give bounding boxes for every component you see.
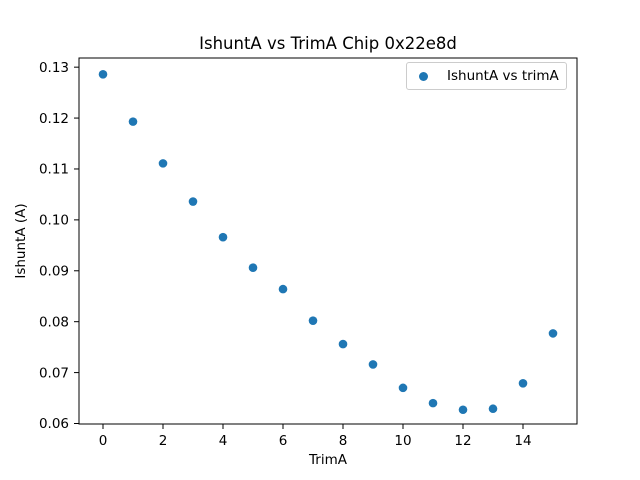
y-tick-label: 0.13	[39, 60, 69, 76]
y-axis-label: IshuntA (A)	[13, 203, 29, 279]
data-point	[158, 159, 168, 168]
x-tick-label: 14	[514, 433, 531, 449]
chart-title: IshuntA vs TrimA Chip 0x22e8d	[199, 34, 457, 53]
data-point	[278, 284, 288, 294]
scatter-marker-icon	[419, 71, 428, 81]
data-point	[338, 339, 348, 349]
y-tick-label: 0.07	[39, 365, 69, 381]
x-tick-label: 12	[454, 433, 471, 449]
data-point	[548, 329, 558, 338]
data-point	[458, 405, 468, 415]
x-tick-label: 6	[279, 433, 288, 449]
legend-label: IshuntA vs trimA	[447, 68, 559, 84]
data-point	[128, 117, 138, 126]
data-point	[248, 263, 258, 273]
data-point	[188, 197, 198, 206]
legend: IshuntA vs trimA	[406, 62, 567, 90]
x-tick-label: 2	[159, 433, 168, 449]
data-point	[428, 398, 438, 408]
data-point	[488, 404, 498, 414]
x-tick-label: 10	[394, 433, 411, 449]
x-tick-label: 8	[339, 433, 348, 449]
data-point	[308, 316, 318, 325]
y-tick-label: 0.11	[39, 162, 69, 178]
y-tick-label: 0.08	[39, 314, 69, 330]
y-tick-label: 0.06	[39, 416, 69, 432]
data-point	[518, 378, 528, 388]
data-point	[98, 69, 108, 79]
y-tick-label: 0.10	[39, 213, 69, 229]
axes-frame	[78, 57, 578, 425]
x-tick-label: 4	[219, 433, 228, 449]
data-point	[368, 360, 378, 369]
y-tick-label: 0.12	[39, 111, 69, 127]
x-axis-label: TrimA	[309, 452, 347, 468]
data-point	[218, 232, 228, 242]
data-point	[398, 383, 408, 393]
y-tick-label: 0.09	[39, 263, 69, 279]
x-tick-label: 0	[99, 433, 108, 449]
